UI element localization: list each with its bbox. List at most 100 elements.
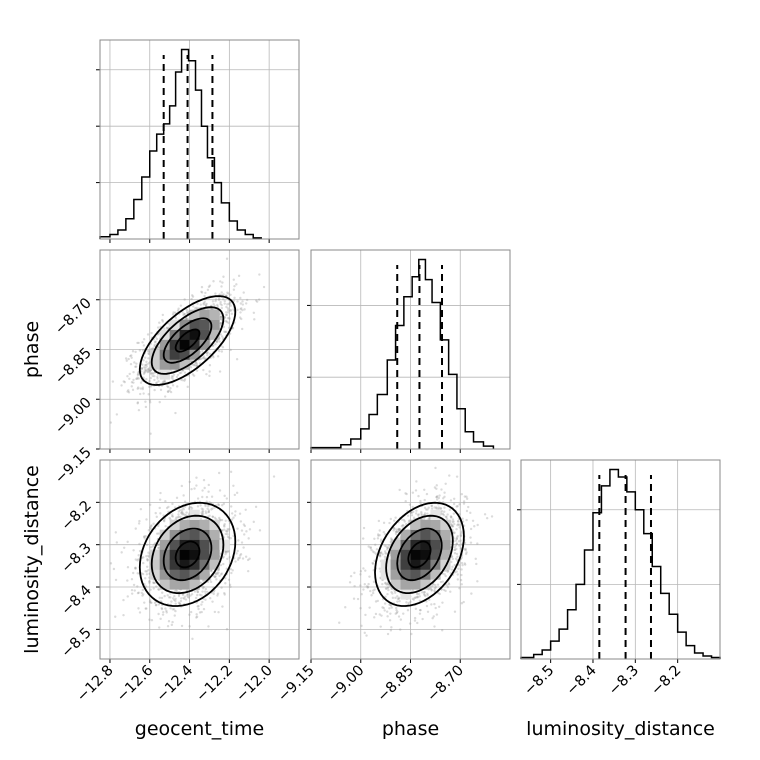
sample-point — [190, 487, 193, 491]
sample-point — [378, 553, 382, 557]
sample-point — [186, 385, 189, 389]
sample-point — [229, 308, 233, 312]
sample-point — [168, 389, 171, 392]
sample-point — [127, 391, 131, 394]
sample-point — [423, 488, 426, 491]
density-cell — [189, 559, 200, 570]
sample-point — [435, 484, 438, 487]
sample-point — [149, 527, 152, 531]
sample-point — [386, 610, 389, 613]
sample-point — [392, 526, 396, 530]
sample-point — [219, 316, 222, 319]
sample-point — [371, 591, 375, 595]
density-cell — [169, 529, 180, 540]
sample-point — [163, 594, 166, 598]
sample-point — [423, 498, 426, 502]
sample-point — [180, 624, 184, 628]
density-cell — [149, 349, 160, 360]
sample-point — [470, 592, 473, 595]
sample-point — [395, 609, 398, 612]
sample-point — [475, 562, 478, 566]
sample-point — [227, 321, 230, 325]
sample-point — [233, 493, 237, 497]
sample-point — [144, 369, 148, 372]
sample-point — [452, 502, 456, 506]
sample-point — [208, 514, 211, 517]
sample-point — [187, 596, 190, 599]
sample-point — [207, 285, 211, 289]
sample-point — [450, 523, 453, 527]
sample-point — [146, 333, 150, 336]
sample-point — [185, 310, 189, 314]
sample-point — [205, 302, 208, 306]
sample-point — [192, 364, 196, 367]
sample-point — [136, 401, 140, 404]
sample-point — [207, 490, 210, 493]
sample-point — [430, 507, 434, 510]
sample-point — [457, 567, 460, 570]
sample-point — [443, 506, 446, 509]
sample-point — [457, 563, 461, 567]
sample-point — [455, 537, 459, 541]
sample-point — [446, 570, 449, 573]
sample-point — [148, 379, 151, 383]
sample-point — [451, 557, 455, 561]
sample-point — [194, 361, 197, 365]
sample-point — [436, 494, 439, 498]
sample-point — [369, 546, 372, 550]
density-cell — [159, 359, 170, 370]
sample-point — [185, 317, 188, 320]
sample-point — [153, 344, 156, 348]
sample-point — [383, 602, 387, 605]
sample-point — [178, 509, 182, 512]
sample-point — [360, 593, 363, 596]
density-cell — [219, 539, 230, 550]
sample-point — [201, 512, 205, 515]
sample-point — [227, 292, 230, 295]
sample-point — [148, 618, 151, 621]
sample-point — [369, 589, 372, 593]
sample-point — [152, 543, 156, 546]
sample-point — [233, 296, 236, 300]
sample-point — [426, 592, 429, 596]
sample-point — [223, 591, 226, 595]
sample-point — [455, 570, 458, 573]
sample-point — [227, 326, 231, 330]
sample-point — [474, 557, 477, 561]
sample-point — [144, 535, 147, 538]
ytick-label-phase: −8.70 — [52, 295, 95, 338]
sample-point — [379, 625, 382, 628]
sample-point — [157, 588, 160, 591]
sample-point — [224, 529, 228, 533]
sample-point — [197, 604, 200, 608]
sample-point — [392, 529, 395, 532]
sample-point — [171, 502, 174, 506]
sample-point — [164, 499, 167, 503]
sample-point — [246, 558, 250, 562]
sample-point — [176, 385, 179, 388]
sample-point — [451, 518, 455, 521]
density-cell — [199, 549, 210, 560]
sample-point — [423, 593, 426, 597]
sample-point — [458, 587, 461, 590]
sample-point — [194, 361, 198, 364]
sample-point — [454, 544, 457, 547]
sample-point — [438, 494, 441, 497]
sample-point — [372, 589, 375, 592]
sample-point — [394, 612, 397, 615]
sample-point — [180, 511, 183, 514]
sample-point — [203, 356, 206, 360]
sample-point — [232, 288, 236, 291]
sample-point — [158, 498, 162, 501]
sample-point — [184, 598, 188, 601]
sample-point — [204, 598, 207, 601]
sample-point — [200, 610, 203, 614]
density-cell — [179, 559, 190, 570]
sample-point — [406, 514, 410, 517]
sample-point — [145, 607, 148, 610]
sample-point — [140, 367, 143, 370]
sample-point — [388, 603, 391, 606]
sample-point — [395, 611, 399, 615]
sample-point — [225, 257, 229, 260]
sample-point — [411, 491, 415, 494]
